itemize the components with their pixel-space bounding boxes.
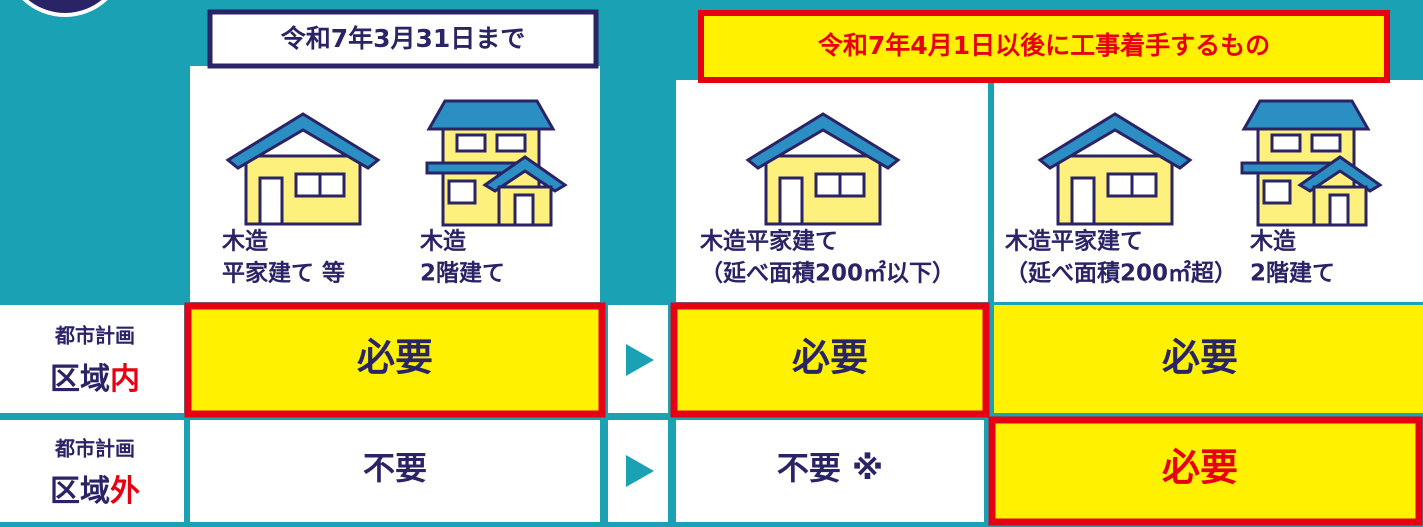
period-box	[698, 10, 1390, 83]
cell-text: 必要	[1162, 336, 1238, 380]
row-header	[0, 305, 184, 413]
cell-text: 必要	[357, 336, 433, 380]
cell-text: 必要	[1162, 446, 1238, 490]
house-label: 木造平家建て	[699, 228, 838, 255]
house-label: 2階建て	[420, 261, 505, 287]
cell	[988, 416, 1423, 526]
house-label: 木造平家建て	[1004, 228, 1143, 255]
cell-text: 不要	[363, 449, 427, 487]
cell	[676, 420, 984, 522]
arrow	[626, 344, 654, 376]
row-label-main: 区域	[50, 362, 110, 397]
house-label: 木造	[419, 229, 467, 255]
period-box	[207, 9, 599, 69]
cell-text: 不要 ※	[777, 449, 883, 487]
row-label-main: 区域	[50, 474, 110, 509]
row-label-accent: 内	[110, 362, 140, 397]
house-label: （延べ面積200㎡超）	[1005, 260, 1237, 287]
row-label-accent: 外	[110, 474, 140, 509]
house-label: 2階建て	[1250, 261, 1335, 287]
cell	[190, 420, 600, 522]
cell	[994, 305, 1423, 413]
arrow	[626, 455, 654, 487]
row-label-small: 都市計画	[54, 324, 135, 348]
row-label: 区域内	[50, 362, 140, 397]
corner-badge	[22, 0, 108, 17]
house-label: 木造	[1249, 229, 1297, 255]
house-label: 平家建て 等	[222, 260, 345, 287]
house-label: （延べ面積200㎡以下）	[700, 260, 955, 287]
cell-text: 必要	[792, 336, 868, 380]
row-label: 区域外	[50, 474, 140, 509]
row-label-small: 都市計画	[54, 437, 135, 461]
cell	[184, 302, 606, 418]
period-label: 令和7年4月1日以後に工事着手するもの	[818, 31, 1270, 60]
period-label: 令和7年3月31日まで	[281, 24, 526, 53]
row-header	[0, 420, 184, 522]
house-label: 木造	[221, 229, 269, 255]
cell	[670, 302, 990, 418]
